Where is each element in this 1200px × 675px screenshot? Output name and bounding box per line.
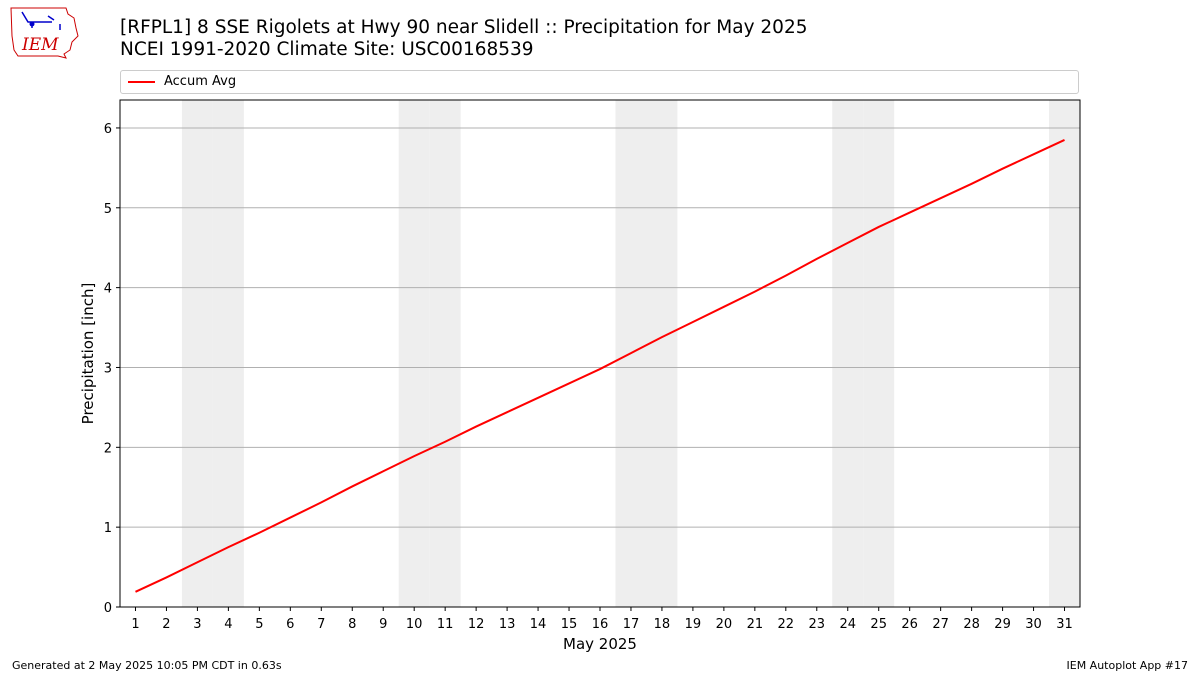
x-tick-label: 11 xyxy=(437,617,454,632)
legend-label: Accum Avg xyxy=(164,74,237,89)
y-tick-label: 5 xyxy=(104,202,112,217)
x-tick-label: 5 xyxy=(255,617,263,632)
series-line-accum-avg xyxy=(135,139,1065,593)
y-tick-label: 0 xyxy=(104,601,112,616)
x-tick-label: 10 xyxy=(406,617,423,632)
x-tick-label: 21 xyxy=(747,617,764,632)
y-tick-label: 2 xyxy=(104,441,112,456)
weekend-band xyxy=(398,100,430,607)
y-tick-label: 1 xyxy=(104,521,112,536)
x-tick-label: 13 xyxy=(499,617,516,632)
chart-legend: Accum Avg xyxy=(120,70,1079,94)
x-tick-label: 22 xyxy=(778,617,795,632)
x-tick-label: 23 xyxy=(809,617,826,632)
x-tick-label: 20 xyxy=(716,617,733,632)
x-tick-label: 6 xyxy=(286,617,294,632)
chart-subtitle: NCEI 1991-2020 Climate Site: USC00168539 xyxy=(120,39,534,60)
weekend-band xyxy=(646,100,678,607)
footer-generated: Generated at 2 May 2025 10:05 PM CDT in … xyxy=(12,659,282,672)
y-axis-label: Precipitation [inch] xyxy=(79,283,97,425)
x-tick-label: 7 xyxy=(317,617,325,632)
x-tick-label: 18 xyxy=(654,617,671,632)
x-tick-label: 19 xyxy=(685,617,702,632)
weekend-band xyxy=(1049,100,1080,607)
x-tick-label: 31 xyxy=(1056,617,1073,632)
weekend-band xyxy=(429,100,461,607)
x-tick-label: 14 xyxy=(530,617,547,632)
x-tick-label: 15 xyxy=(561,617,578,632)
y-tick-label: 4 xyxy=(104,282,112,297)
x-tick-label: 24 xyxy=(839,617,856,632)
logo-text: IEM xyxy=(21,35,59,55)
weekend-band xyxy=(863,100,895,607)
x-tick-label: 28 xyxy=(963,617,980,632)
weekend-band xyxy=(181,100,213,607)
x-tick-label: 16 xyxy=(592,617,609,632)
y-tick-label: 3 xyxy=(104,361,112,376)
x-tick-label: 27 xyxy=(932,617,949,632)
weekend-band xyxy=(832,100,864,607)
x-tick-label: 1 xyxy=(131,617,139,632)
x-tick-label: 9 xyxy=(379,617,387,632)
x-tick-label: 12 xyxy=(468,617,485,632)
chart-title: [RFPL1] 8 SSE Rigolets at Hwy 90 near Sl… xyxy=(120,17,808,38)
footer-app: IEM Autoplot App #17 xyxy=(1066,659,1189,672)
iem-logo: IEM xyxy=(10,7,79,59)
x-tick-label: 3 xyxy=(193,617,201,632)
x-tick-label: 17 xyxy=(623,617,640,632)
x-tick-label: 25 xyxy=(870,617,887,632)
y-tick-label: 6 xyxy=(104,122,112,137)
legend-line-swatch xyxy=(128,81,155,83)
x-axis-label: May 2025 xyxy=(563,635,637,653)
weekend-band xyxy=(212,100,244,607)
x-tick-label: 30 xyxy=(1025,617,1042,632)
x-tick-label: 2 xyxy=(162,617,170,632)
plot-frame xyxy=(119,99,1081,608)
x-tick-label: 8 xyxy=(348,617,356,632)
x-tick-label: 26 xyxy=(901,617,918,632)
x-tick-label: 29 xyxy=(994,617,1011,632)
x-tick-label: 4 xyxy=(224,617,232,632)
